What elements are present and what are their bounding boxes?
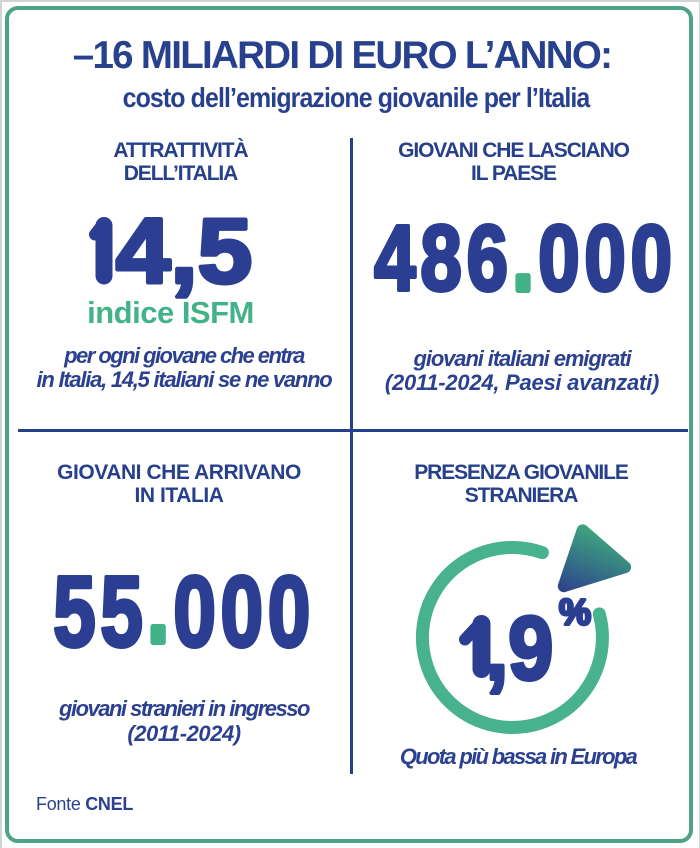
svg-text:,9: ,9 bbox=[486, 599, 553, 699]
svg-text:486.000: 486.000 bbox=[374, 206, 677, 310]
svg-text:55.000: 55.000 bbox=[53, 551, 315, 667]
svg-text:4,5: 4,5 bbox=[116, 200, 252, 303]
svg-text:%: % bbox=[559, 592, 591, 633]
